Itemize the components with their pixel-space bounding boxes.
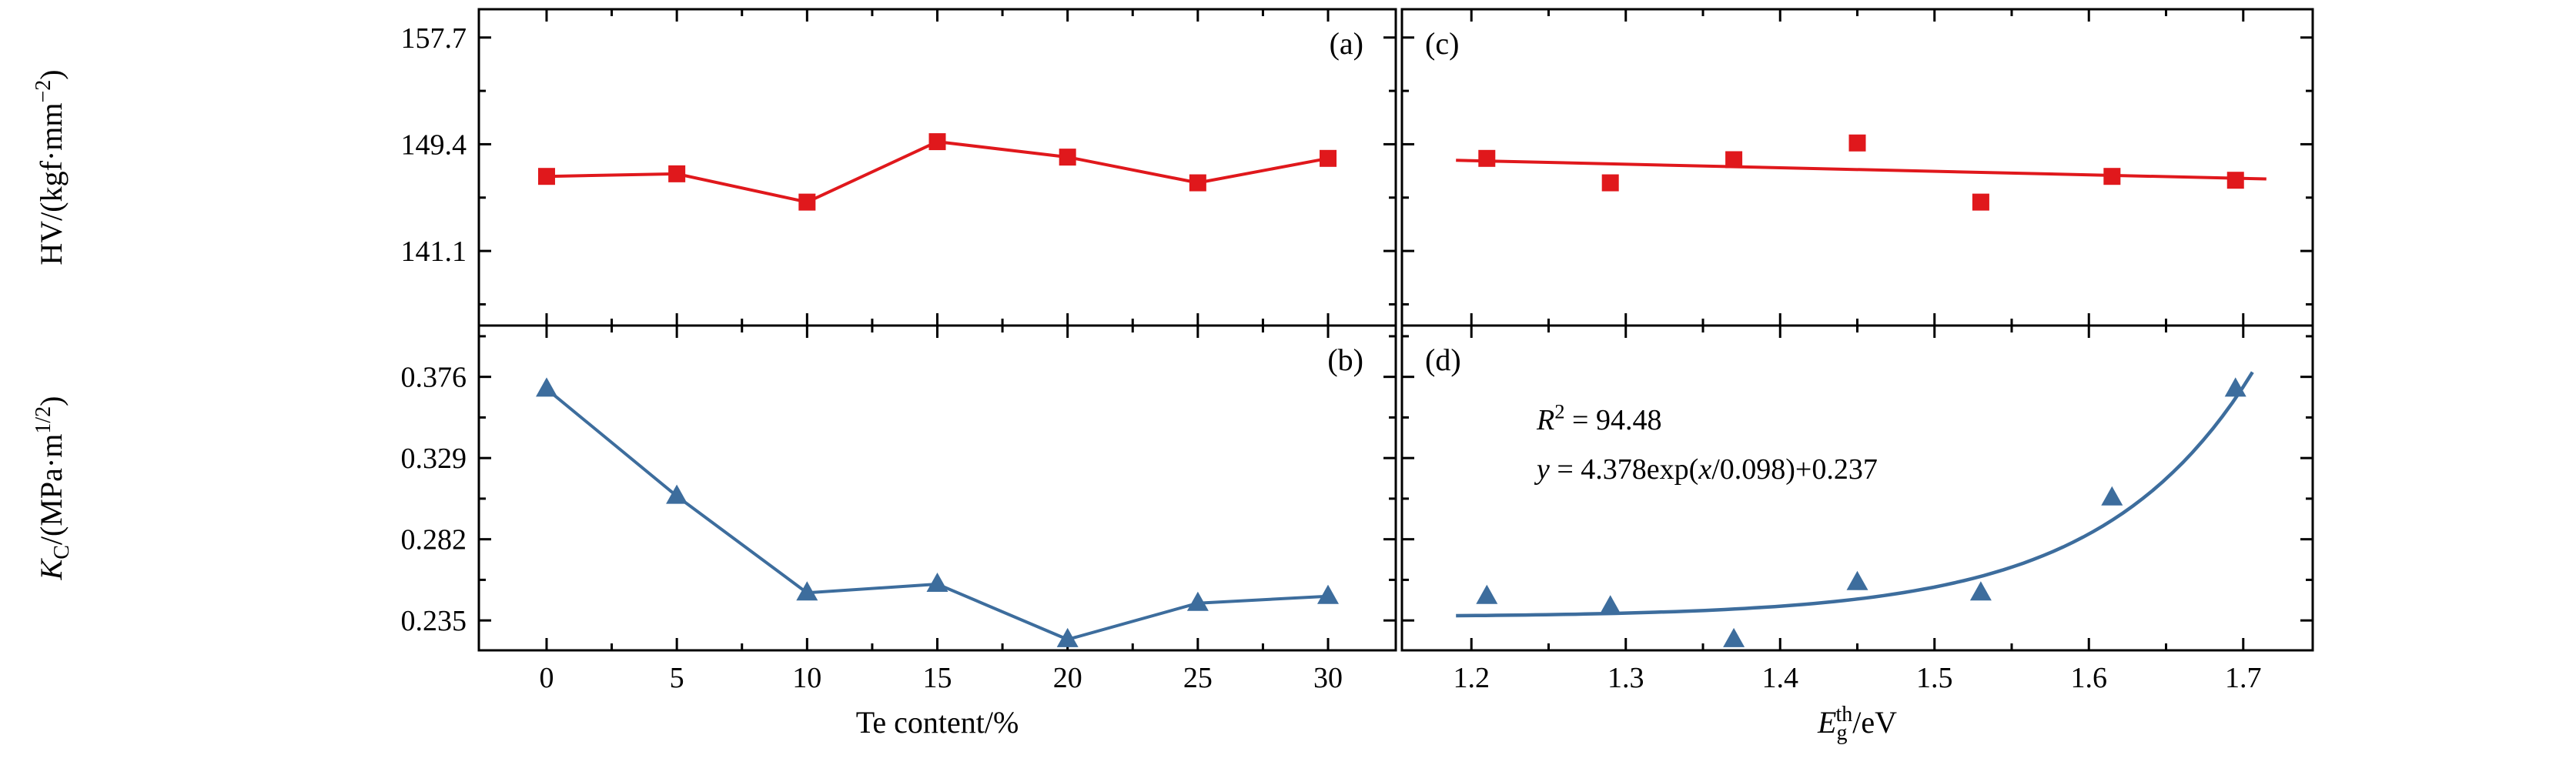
data-point-marker (2226, 172, 2244, 189)
data-point-marker (1725, 151, 1743, 169)
data-point-marker (2101, 486, 2123, 506)
data-point-marker (926, 573, 948, 592)
y-tick-label: 157.7 (401, 22, 467, 55)
data-point-marker (1848, 134, 1866, 152)
series-line (546, 140, 1329, 204)
panel-c: (c) (1400, 8, 2314, 327)
data-point-marker (1476, 584, 1498, 604)
x-tick-label: 15 (923, 662, 952, 694)
x-tick-label: 1.2 (1453, 662, 1490, 694)
y-tick-label: 0.376 (401, 362, 467, 394)
y-tick-label: 0.282 (401, 524, 467, 556)
panel-b-frame (477, 324, 1397, 652)
x-tick-label: 20 (1053, 662, 1082, 694)
x-tick-label: 10 (792, 662, 821, 694)
data-point-marker (796, 581, 818, 601)
y-axis-title: KC/(MPa·m1/2) (32, 396, 74, 581)
data-point-marker (1056, 627, 1079, 647)
y-tick-label: 0.235 (401, 605, 467, 637)
x-tick-label: 0 (540, 662, 554, 694)
data-point-marker (1478, 149, 1496, 167)
data-point-marker (1969, 581, 1992, 601)
data-point-marker (1320, 149, 1337, 167)
data-point-marker (536, 377, 557, 397)
panel-label-c: (c) (1425, 26, 1459, 61)
panel-d: 1.2 1.3 1.4 1.5 1.6 1.7 (d) R2 = 94.48 y = 4.378… (1400, 324, 2314, 745)
panel-b: 0 5 10 15 20 25 30 0.235 0.282 0.329 0.376 (b) KC/(M… (32, 324, 1397, 740)
x-tick-label: 25 (1183, 662, 1213, 694)
panel-label-d: (d) (1425, 342, 1461, 377)
data-point-marker (928, 133, 946, 151)
y-axis-title: HV/(kgf·mm−2) (32, 69, 69, 265)
x-tick-label: 30 (1313, 662, 1343, 694)
fit-annotation-line-2: y = 4.378exp(x/0.098)+0.237 (1534, 453, 1878, 486)
x-tick-label: 1.7 (2225, 662, 2262, 694)
data-point-marker (668, 165, 686, 182)
data-point-marker (1599, 595, 1621, 615)
y-tick-label: 149.4 (401, 129, 467, 161)
panel-label-a: (a) (1330, 26, 1363, 61)
data-point-marker (1601, 174, 1619, 192)
x-tick-label: 5 (670, 662, 684, 694)
data-point-marker (2103, 168, 2121, 185)
panel-label-b: (b) (1327, 342, 1363, 377)
data-point-marker (1723, 627, 1745, 647)
panel-a: 141.1 149.4 157.7 (a) HV/(kgf·mm−2) (32, 8, 1397, 327)
data-point-marker (1186, 591, 1209, 611)
panel-c-frame (1400, 8, 2314, 327)
data-point-marker (1972, 193, 1989, 211)
panel-a-frame (477, 8, 1397, 327)
data-point-marker (2224, 377, 2246, 397)
x-tick-label: 1.5 (1916, 662, 1953, 694)
data-point-marker (666, 484, 688, 504)
series-line (545, 387, 1329, 641)
data-point-marker (1059, 149, 1076, 166)
data-point-marker (1189, 174, 1206, 192)
x-axis-title: Egth/eV (1817, 703, 1897, 745)
x-tick-label: 1.3 (1607, 662, 1644, 694)
data-point-marker (1846, 570, 1868, 590)
data-point-marker (537, 168, 555, 185)
fit-line (1456, 159, 2267, 181)
data-point-marker (798, 193, 816, 211)
x-axis-title: Te content/% (856, 705, 1019, 740)
x-tick-label: 1.4 (1761, 662, 1798, 694)
fit-curve (1456, 371, 2254, 618)
x-tick-label: 1.6 (2071, 662, 2108, 694)
y-tick-label: 141.1 (401, 236, 467, 268)
y-tick-label: 0.329 (401, 443, 467, 475)
panel-d-frame (1400, 324, 2314, 652)
fit-annotation-line-1: R2 = 94.48 (1536, 400, 1661, 436)
data-point-marker (1317, 584, 1339, 604)
